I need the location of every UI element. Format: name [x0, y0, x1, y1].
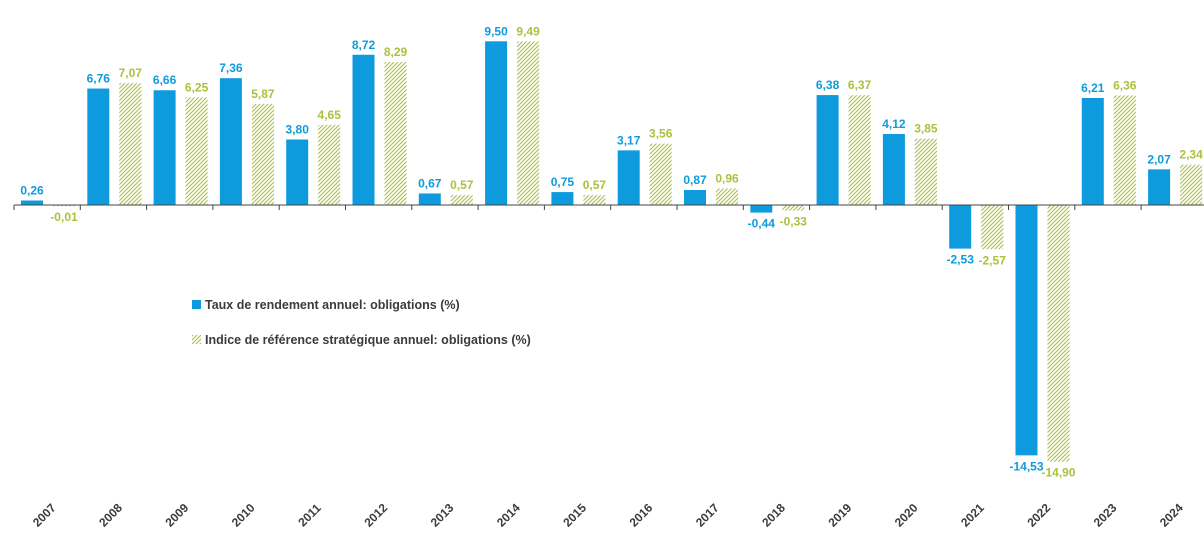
x-tick-label-2024: 2024 [1157, 501, 1186, 530]
data-label-series-1-2021: -2,53 [947, 253, 975, 267]
legend-swatch-series-1 [192, 300, 201, 309]
bar-series-2-2024 [1180, 164, 1203, 205]
legend-swatch-series-2 [192, 335, 201, 344]
bar-series-1-2017 [684, 190, 706, 205]
x-tick-label-2012: 2012 [361, 501, 390, 530]
bar-series-2-2010 [251, 103, 274, 205]
bar-series-1-2009 [153, 90, 176, 205]
bar-series-2-2013 [450, 195, 473, 205]
x-tick-label-2011: 2011 [295, 501, 324, 530]
bar-series-1-2011 [286, 139, 309, 205]
data-label-series-2-2016: 3,56 [649, 127, 673, 141]
data-label-series-1-2016: 3,17 [617, 133, 641, 147]
bar-series-2-2017 [716, 188, 738, 205]
data-label-series-2-2023: 6,36 [1113, 78, 1137, 92]
data-label-series-1-2013: 0,67 [418, 176, 442, 190]
data-label-series-1-2020: 4,12 [882, 117, 906, 131]
data-label-series-2-2022: -14,90 [1041, 466, 1075, 480]
legend-label-series-2: Indice de référence stratégique annuel: … [205, 333, 531, 347]
bar-series-1-2010 [219, 78, 242, 205]
data-label-series-2-2019: 6,37 [848, 78, 872, 92]
data-label-series-2-2007: -0,01 [50, 210, 78, 224]
data-label-series-1-2019: 6,38 [816, 78, 840, 92]
x-tick-label-2007: 2007 [30, 501, 59, 530]
bar-series-1-2013 [418, 193, 441, 205]
bar-series-1-2007 [21, 200, 43, 205]
data-label-series-2-2011: 4,65 [318, 108, 342, 122]
bar-series-1-2024 [1148, 169, 1171, 205]
bar-series-2-2014 [517, 41, 540, 205]
bar-series-2-2021 [981, 205, 1004, 250]
bar-series-2-2011 [318, 124, 341, 205]
data-label-series-1-2022: -14,53 [1009, 459, 1043, 473]
bar-series-1-2019 [816, 95, 839, 205]
data-label-series-2-2018: -0,33 [780, 215, 808, 229]
bar-series-1-2020 [882, 134, 905, 205]
data-label-series-2-2009: 6,25 [185, 80, 209, 94]
x-tick-label-2017: 2017 [693, 501, 722, 530]
bar-series-2-2012 [384, 62, 407, 205]
bar-series-2-2023 [1113, 95, 1136, 205]
x-tick-label-2022: 2022 [1024, 501, 1053, 530]
data-label-series-1-2014: 9,50 [484, 24, 508, 38]
data-label-series-2-2010: 5,87 [251, 87, 275, 101]
data-label-series-2-2021: -2,57 [979, 253, 1007, 267]
chart-marks: 0,26 -0,01 6,76 7,07 6,66 6,25 7,36 5,87 3,80 4,6… [20, 24, 1203, 479]
x-tick-label-2021: 2021 [958, 501, 987, 530]
bar-series-2-2015 [583, 195, 606, 205]
data-label-series-2-2012: 8,29 [384, 45, 408, 59]
x-tick-label-2015: 2015 [560, 501, 589, 530]
data-label-series-2-2014: 9,49 [516, 24, 540, 38]
bar-series-1-2016 [617, 150, 640, 205]
legend: Taux de rendement annuel: obligations (%… [192, 298, 531, 347]
bar-series-1-2022 [1015, 205, 1038, 456]
bar-series-2-2020 [914, 138, 937, 205]
bar-series-2-2019 [848, 95, 871, 205]
data-label-series-2-2020: 3,85 [914, 122, 938, 136]
bar-series-2-2007 [53, 205, 75, 207]
bar-series-2-2018 [782, 205, 805, 211]
data-label-series-1-2015: 0,75 [551, 175, 575, 189]
legend-label-series-1: Taux de rendement annuel: obligations (%… [205, 298, 460, 312]
data-label-series-1-2007: 0,26 [20, 184, 44, 198]
data-label-series-1-2009: 6,66 [153, 73, 177, 87]
data-label-series-1-2018: -0,44 [748, 217, 776, 231]
x-tick-label-2020: 2020 [892, 501, 921, 530]
bar-series-2-2009 [185, 97, 208, 205]
data-label-series-2-2013: 0,57 [450, 178, 474, 192]
bar-series-2-2016 [649, 143, 672, 205]
x-tick-label-2010: 2010 [229, 501, 258, 530]
bar-series-1-2015 [551, 192, 574, 205]
data-label-series-2-2015: 0,57 [583, 178, 607, 192]
x-tick-label-2009: 2009 [163, 501, 192, 530]
bar-series-2-2008 [119, 83, 142, 205]
data-label-series-2-2008: 7,07 [119, 66, 143, 80]
data-label-series-1-2011: 3,80 [286, 123, 310, 137]
data-label-series-1-2010: 7,36 [219, 61, 243, 75]
data-label-series-1-2023: 6,21 [1081, 81, 1105, 95]
bar-series-1-2021 [949, 205, 972, 249]
x-tick-label-2023: 2023 [1091, 501, 1120, 530]
data-label-series-2-2017: 0,96 [715, 171, 739, 185]
x-tick-label-2016: 2016 [627, 501, 656, 530]
bar-series-1-2023 [1081, 98, 1104, 205]
bar-series-1-2014 [485, 41, 508, 205]
x-tick-label-2018: 2018 [759, 501, 788, 530]
data-label-series-1-2024: 2,07 [1147, 152, 1171, 166]
x-tick-label-2019: 2019 [826, 501, 855, 530]
data-label-series-2-2024: 2,34 [1179, 148, 1203, 162]
x-tick-label-2013: 2013 [428, 501, 457, 530]
data-label-series-1-2008: 6,76 [87, 72, 111, 86]
data-label-series-1-2012: 8,72 [352, 38, 376, 52]
x-tick-label-2014: 2014 [494, 501, 523, 530]
bar-series-1-2008 [87, 88, 110, 205]
bar-series-1-2012 [352, 54, 375, 206]
bar-series-2-2022 [1047, 205, 1070, 462]
data-label-series-1-2017: 0,87 [683, 173, 707, 187]
x-tick-label-2008: 2008 [96, 501, 125, 530]
bar-series-1-2018 [750, 205, 773, 213]
